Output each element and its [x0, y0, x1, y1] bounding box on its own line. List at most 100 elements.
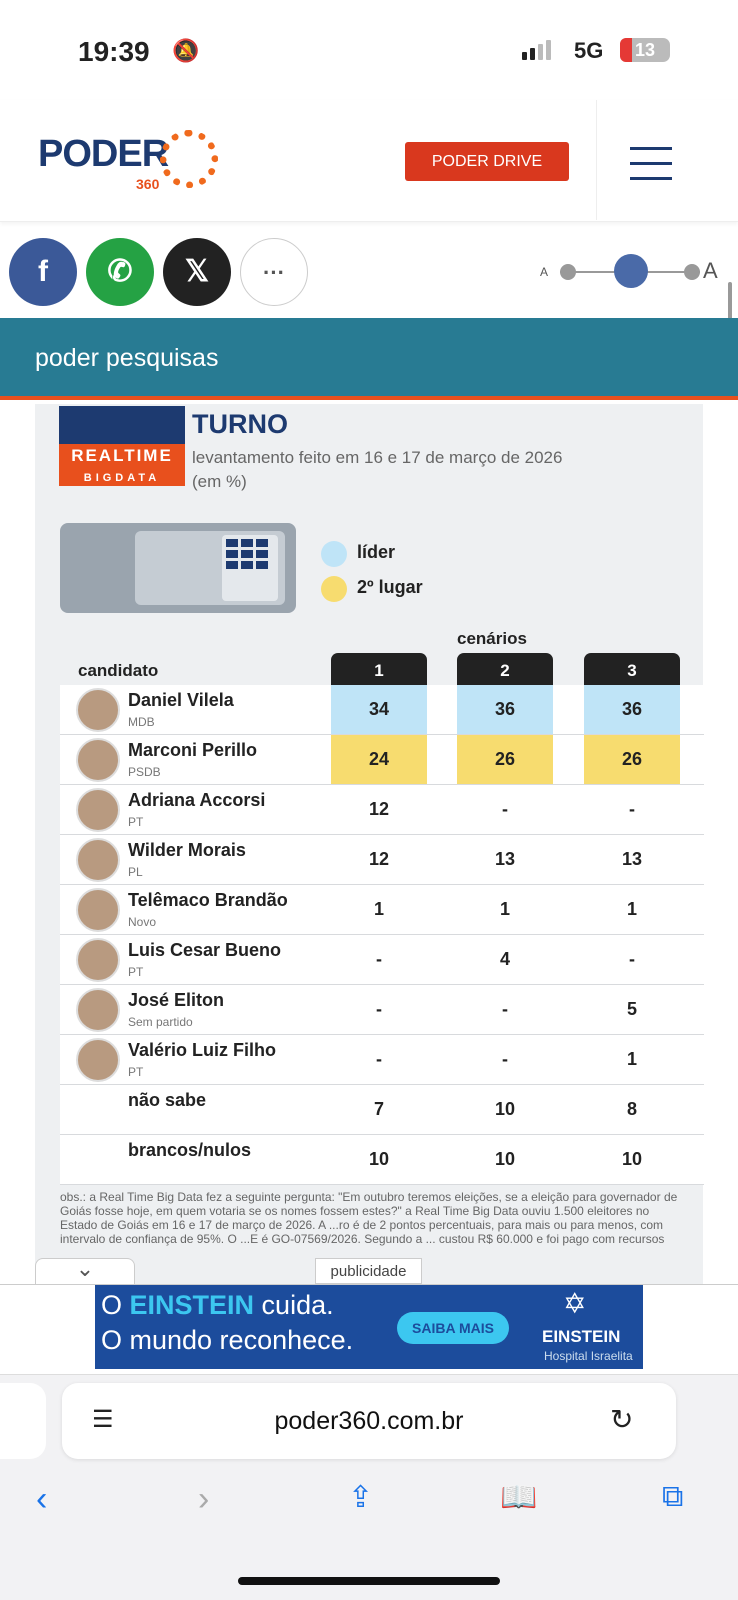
table-row: PSDB Marconi Perillo 24 26 26 — [60, 735, 704, 785]
table-row: não sabe 7 10 8 — [60, 1085, 704, 1135]
section-bar: poder pesquisas — [0, 318, 738, 400]
back-icon[interactable]: ‹ — [36, 1480, 48, 1518]
candidate-name: não sabe — [128, 1090, 207, 1110]
scenario-2-value: 13 — [494, 849, 516, 869]
url-text[interactable]: poder360.com.br — [274, 1407, 464, 1435]
reload-icon[interactable]: ↻ — [610, 1404, 634, 1435]
scenario-1-value: 24 — [331, 735, 427, 784]
scenario-2-value: 1 — [499, 899, 510, 919]
scenario-2-header: 2 — [457, 653, 553, 685]
candidate-name: Adriana Accorsi — [128, 790, 266, 810]
scenario-3-header: 3 — [584, 653, 680, 685]
table-row: brancos/nulos 10 10 10 — [60, 1135, 704, 1185]
candidate-photo — [76, 788, 120, 832]
table-row: Novo Telêmaco Brandão 1 1 1 — [60, 885, 704, 935]
scenario-2-value: 10 — [494, 1099, 516, 1119]
scenario-3-value: 26 — [584, 735, 680, 784]
poll-subtitle: levantamento feito em 16 e 17 de março d… — [192, 448, 563, 491]
table-row: Sem partido José Eliton - - 5 — [60, 985, 704, 1035]
network-type: 5G — [574, 38, 604, 63]
bookmarks-icon[interactable]: 📖 — [500, 1481, 538, 1514]
font-large-label: A — [703, 258, 718, 283]
einstein-ad-banner[interactable]: O EINSTEIN cuida. O mundo reconhece. SAI… — [95, 1285, 643, 1369]
candidate-party: Novo — [128, 915, 157, 929]
font-small-label: A — [540, 265, 549, 279]
candidate-party: PT — [128, 815, 144, 829]
forward-icon[interactable]: › — [198, 1480, 210, 1518]
candidate-photo — [76, 988, 120, 1032]
scenario-3-value: - — [629, 949, 635, 969]
ad-brand-sub: Hospital Israelita — [544, 1349, 633, 1363]
whatsapp-share-icon[interactable]: ✆ — [86, 238, 154, 306]
second-legend-label: 2º lugar — [357, 577, 423, 597]
candidate-name: brancos/nulos — [128, 1140, 252, 1160]
candidate-party: PSDB — [128, 765, 161, 779]
leader-legend-label: líder — [357, 542, 396, 562]
candidate-photo — [76, 738, 120, 782]
scenario-1-value: 10 — [368, 1149, 390, 1169]
scenario-2-value: - — [502, 1049, 508, 1069]
address-bar[interactable]: ☰ poder360.com.br ↻ — [62, 1383, 676, 1459]
scenario-1-value: 1 — [373, 899, 384, 919]
poder-drive-button[interactable]: PODER DRIVE — [405, 142, 569, 181]
collapse-ad-button[interactable]: ⌄ — [35, 1258, 135, 1284]
ad-line-1: O EINSTEIN cuida. — [101, 1290, 334, 1320]
font-size-slider[interactable]: A A — [540, 254, 718, 288]
candidate-name: Telêmaco Brandão — [128, 890, 288, 910]
scenario-3-value: 1 — [626, 1049, 637, 1069]
more-share-icon[interactable]: ··· — [240, 238, 308, 306]
candidate-photo — [76, 1038, 120, 1082]
reader-icon[interactable]: ☰ — [92, 1406, 114, 1433]
ad-line-2: O mundo reconhece. — [101, 1325, 354, 1355]
candidate-name: Luis Cesar Bueno — [128, 940, 282, 960]
poll-title: TURNO — [192, 409, 288, 439]
status-bar: 19:39 🔕 5G 13 — [0, 0, 738, 100]
scenario-1-value: - — [376, 999, 382, 1019]
share-icon[interactable]: ⇪ — [348, 1481, 374, 1514]
facebook-share-icon[interactable]: f — [9, 238, 77, 306]
candidate-name: Daniel Vilela — [128, 690, 234, 710]
signal-icon — [522, 40, 551, 60]
scenario-2-value: - — [502, 799, 508, 819]
candidate-party: PT — [128, 965, 144, 979]
slider-thumb[interactable] — [614, 254, 648, 288]
voting-machine-icon — [60, 523, 296, 613]
battery-icon: 13 — [620, 38, 670, 62]
scenario-1-value: - — [376, 949, 382, 969]
candidate-name: Valério Luiz Filho — [128, 1040, 277, 1060]
previous-tab-preview[interactable] — [0, 1383, 46, 1459]
ad-cta-button[interactable]: SAIBA MAIS — [397, 1312, 509, 1344]
scenario-3-value: 10 — [621, 1149, 643, 1169]
home-indicator — [238, 1577, 500, 1585]
scenario-2-value: 4 — [499, 949, 510, 969]
leader-legend-swatch — [321, 541, 347, 567]
candidate-photo — [76, 938, 120, 982]
candidate-name: José Eliton — [128, 990, 225, 1010]
table-row: PT Valério Luiz Filho - - 1 — [60, 1035, 704, 1085]
site-logo[interactable]: PODER — [38, 133, 169, 175]
pollster-logo: REALTIME BIGDATA — [59, 406, 185, 486]
candidate-header: candidato — [78, 661, 159, 680]
section-title[interactable]: poder pesquisas — [35, 344, 219, 372]
x-share-icon[interactable]: 𝕏 — [163, 238, 231, 306]
scenario-1-value: 34 — [331, 685, 427, 734]
hamburger-menu-icon[interactable] — [630, 147, 672, 192]
candidate-party: MDB — [128, 715, 155, 729]
scenario-1-value: 12 — [368, 849, 390, 869]
table-row: MDB Daniel Vilela 34 36 36 — [60, 685, 704, 735]
battery-level: 13 — [634, 40, 656, 60]
clock: 19:39 — [78, 36, 150, 67]
ad-brand: EINSTEIN — [542, 1327, 621, 1346]
tabs-icon[interactable]: ⧉ — [662, 1480, 684, 1513]
candidate-party: Sem partido — [128, 1015, 193, 1029]
scenario-3-value: - — [629, 799, 635, 819]
scenario-3-value: 13 — [621, 849, 643, 869]
table-row: PL Wilder Morais 12 13 13 — [60, 835, 704, 885]
scenario-2-value: 36 — [457, 685, 553, 734]
candidate-party: PT — [128, 1065, 144, 1079]
star-of-david-icon: ✡ — [563, 1288, 587, 1319]
table-row: PT Adriana Accorsi 12 - - — [60, 785, 704, 835]
scenario-1-value: 12 — [368, 799, 390, 819]
slider-stop — [560, 264, 576, 280]
table-row: PT Luis Cesar Bueno - 4 - — [60, 935, 704, 985]
